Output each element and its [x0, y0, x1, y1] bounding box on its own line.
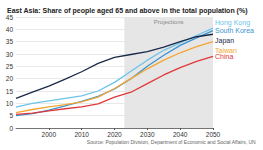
- svg-text:20: 20: [6, 75, 14, 82]
- svg-text:15: 15: [6, 88, 14, 95]
- svg-text:10: 10: [6, 100, 14, 107]
- svg-text:0: 0: [9, 125, 13, 132]
- svg-text:Taiwan: Taiwan: [215, 47, 237, 55]
- svg-text:Source: Population Division, D: Source: Population Division, Department …: [87, 139, 256, 145]
- svg-text:Hong Kong: Hong Kong: [215, 19, 250, 27]
- svg-text:40: 40: [6, 26, 14, 33]
- svg-text:China: China: [215, 53, 233, 60]
- svg-text:45: 45: [6, 14, 14, 21]
- svg-text:2010: 2010: [74, 131, 89, 138]
- svg-text:2000: 2000: [42, 131, 57, 138]
- svg-text:Japan: Japan: [215, 37, 234, 45]
- svg-text:25: 25: [6, 63, 14, 70]
- svg-text:2020: 2020: [107, 131, 122, 138]
- svg-text:Projections: Projections: [154, 19, 184, 25]
- svg-text:2050: 2050: [206, 131, 221, 138]
- svg-text:35: 35: [6, 38, 14, 45]
- svg-text:South Korea: South Korea: [215, 27, 254, 34]
- svg-text:30: 30: [6, 51, 14, 58]
- svg-text:East Asia: Share of people age: East Asia: Share of people aged 65 and a…: [7, 7, 248, 15]
- svg-text:5: 5: [9, 112, 13, 119]
- svg-text:2040: 2040: [173, 131, 188, 138]
- svg-text:2030: 2030: [140, 131, 155, 138]
